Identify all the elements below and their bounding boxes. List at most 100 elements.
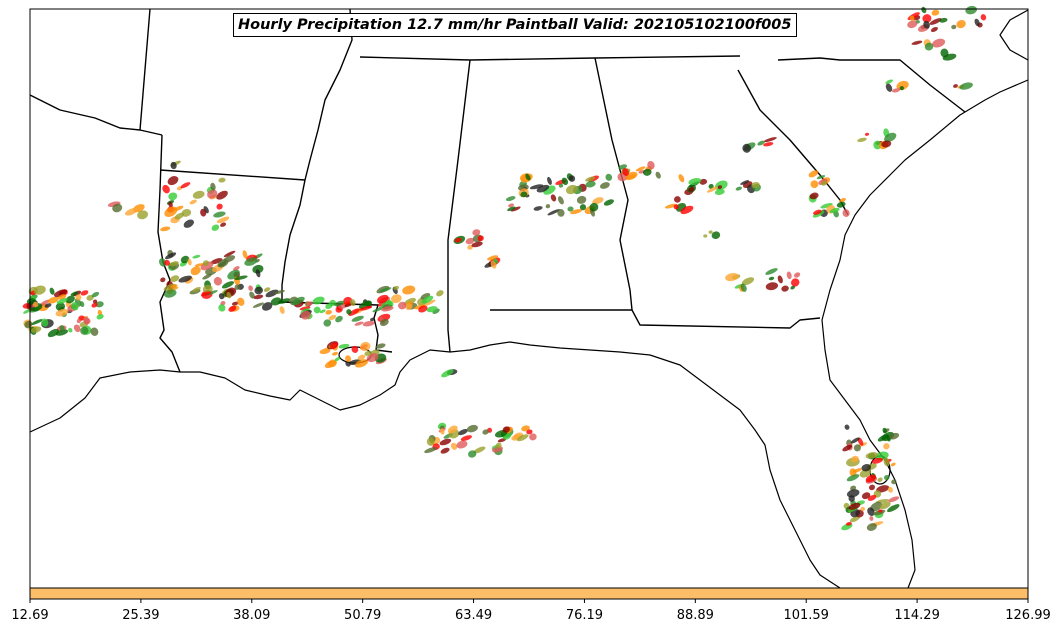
colorbar-tick-label: 126.99 <box>1005 608 1051 623</box>
precip-blob <box>432 308 440 314</box>
precip-blob <box>741 277 755 286</box>
precip-blob <box>956 19 966 29</box>
precip-blob <box>965 5 978 15</box>
precip-blob <box>816 175 826 180</box>
precip-blob <box>59 325 65 332</box>
precip-blob <box>922 14 932 23</box>
precip-blob <box>585 176 596 182</box>
precip-blob <box>714 189 725 195</box>
precip-blob <box>547 176 552 185</box>
precip-blob <box>887 486 893 493</box>
precip-blob <box>355 359 368 368</box>
precip-blob <box>861 464 871 472</box>
precip-blob <box>112 203 123 213</box>
precip-blob <box>579 204 587 211</box>
precip-blob <box>244 257 258 266</box>
border-alabama-florida <box>490 309 821 329</box>
precip-blob <box>492 446 503 453</box>
border-mississippi-alabama <box>447 59 471 353</box>
precip-blob <box>781 285 789 292</box>
precip-blob <box>441 369 454 378</box>
precip-blob <box>97 309 103 316</box>
precip-blob <box>313 306 321 314</box>
precip-blob <box>883 457 890 467</box>
precip-blob <box>891 479 897 485</box>
precip-blob <box>708 230 713 234</box>
precip-blob <box>237 297 245 306</box>
precip-blob <box>366 353 379 363</box>
coastline-texas-gulf <box>29 341 841 589</box>
precip-blob <box>216 190 228 200</box>
precip-blob <box>845 522 852 526</box>
precip-blob <box>842 209 850 217</box>
precip-blob <box>867 507 875 516</box>
precip-blob <box>23 308 31 314</box>
map-background <box>30 9 1028 588</box>
precip-blob <box>213 211 226 218</box>
precip-blob <box>277 298 291 304</box>
colorbar-tick-label: 114.29 <box>894 608 940 623</box>
colorbar-tick-label: 12.69 <box>11 608 49 623</box>
precip-blob <box>877 477 883 482</box>
precip-blob <box>213 276 223 286</box>
precip-blob <box>507 206 516 212</box>
precip-blob <box>207 189 218 199</box>
precip-blob <box>170 161 177 170</box>
precip-blob <box>55 302 66 311</box>
precip-blob <box>883 443 890 450</box>
precip-blob <box>876 485 890 493</box>
precip-blob <box>181 209 192 217</box>
precip-blob <box>456 440 468 449</box>
precip-blob <box>525 173 531 181</box>
mississippi-river-border <box>279 8 353 303</box>
precip-blob <box>735 186 742 191</box>
precip-blob <box>482 429 489 435</box>
precip-blob <box>861 492 871 500</box>
precip-blob <box>335 315 343 323</box>
precip-blob <box>550 194 557 202</box>
precip-blob <box>254 286 263 295</box>
precip-blob <box>375 343 386 349</box>
precip-blob <box>465 237 475 245</box>
precip-blob <box>887 504 900 513</box>
precip-blob <box>473 446 486 454</box>
precip-blob <box>329 342 339 349</box>
precip-blob <box>959 82 973 90</box>
precip-blob <box>673 204 679 210</box>
precip-blob <box>921 6 927 14</box>
precip-blob <box>192 254 201 259</box>
precip-blob <box>717 185 723 189</box>
precip-blob <box>192 286 201 293</box>
precip-blob <box>974 18 980 27</box>
precip-blob <box>80 290 89 296</box>
precip-blob <box>312 296 325 305</box>
precip-blob <box>899 85 904 91</box>
precip-blob <box>885 83 893 92</box>
precip-blob <box>751 182 760 189</box>
precip-blob <box>896 80 909 91</box>
precip-blob <box>547 209 560 216</box>
precip-blob <box>178 275 192 283</box>
precip-blob <box>940 48 949 58</box>
colorbar-tick-label: 88.89 <box>676 608 714 623</box>
precip-blob <box>165 252 177 260</box>
precip-blob <box>324 360 337 369</box>
precip-blob <box>218 293 225 300</box>
precip-blob <box>328 314 337 321</box>
precip-blob <box>426 437 435 446</box>
precip-blob <box>891 88 901 93</box>
precip-blob <box>158 258 167 267</box>
precip-blob <box>763 142 774 147</box>
precip-blob <box>520 191 528 198</box>
precip-blob <box>545 204 551 209</box>
precip-blob <box>853 444 861 452</box>
border-texas-louisiana <box>157 134 181 373</box>
precip-blob <box>860 506 865 512</box>
precip-blob <box>763 137 777 143</box>
precip-blob <box>370 317 375 322</box>
precip-blob <box>536 184 550 193</box>
precip-blob <box>592 197 604 205</box>
precip-blob <box>495 442 502 449</box>
precip-blob <box>359 341 371 352</box>
precip-blob <box>418 305 428 313</box>
